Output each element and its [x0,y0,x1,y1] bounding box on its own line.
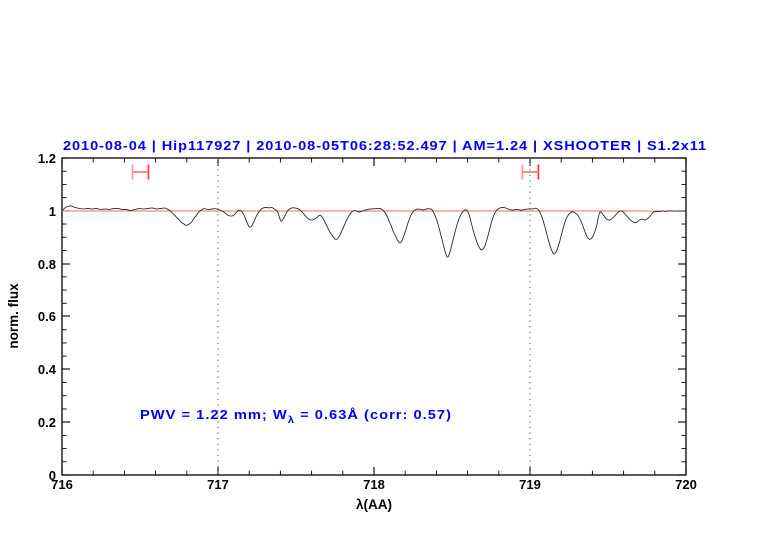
svg-text:2010-08-04 | Hip117927 | 2010-: 2010-08-04 | Hip117927 | 2010-08-05T06:2… [63,138,707,153]
svg-text:716: 716 [51,477,73,492]
svg-text:λ(AA): λ(AA) [356,497,392,512]
svg-text:1.2: 1.2 [38,151,56,166]
svg-text:1: 1 [49,204,56,219]
svg-text:0.4: 0.4 [38,362,57,377]
svg-text:0.8: 0.8 [38,257,56,272]
svg-text:norm. flux: norm. flux [6,283,21,349]
svg-text:0.6: 0.6 [38,309,56,324]
svg-text:717: 717 [207,477,229,492]
svg-text:720: 720 [675,477,697,492]
svg-text:719: 719 [519,477,541,492]
svg-text:0.2: 0.2 [38,415,56,430]
svg-text:718: 718 [363,477,385,492]
